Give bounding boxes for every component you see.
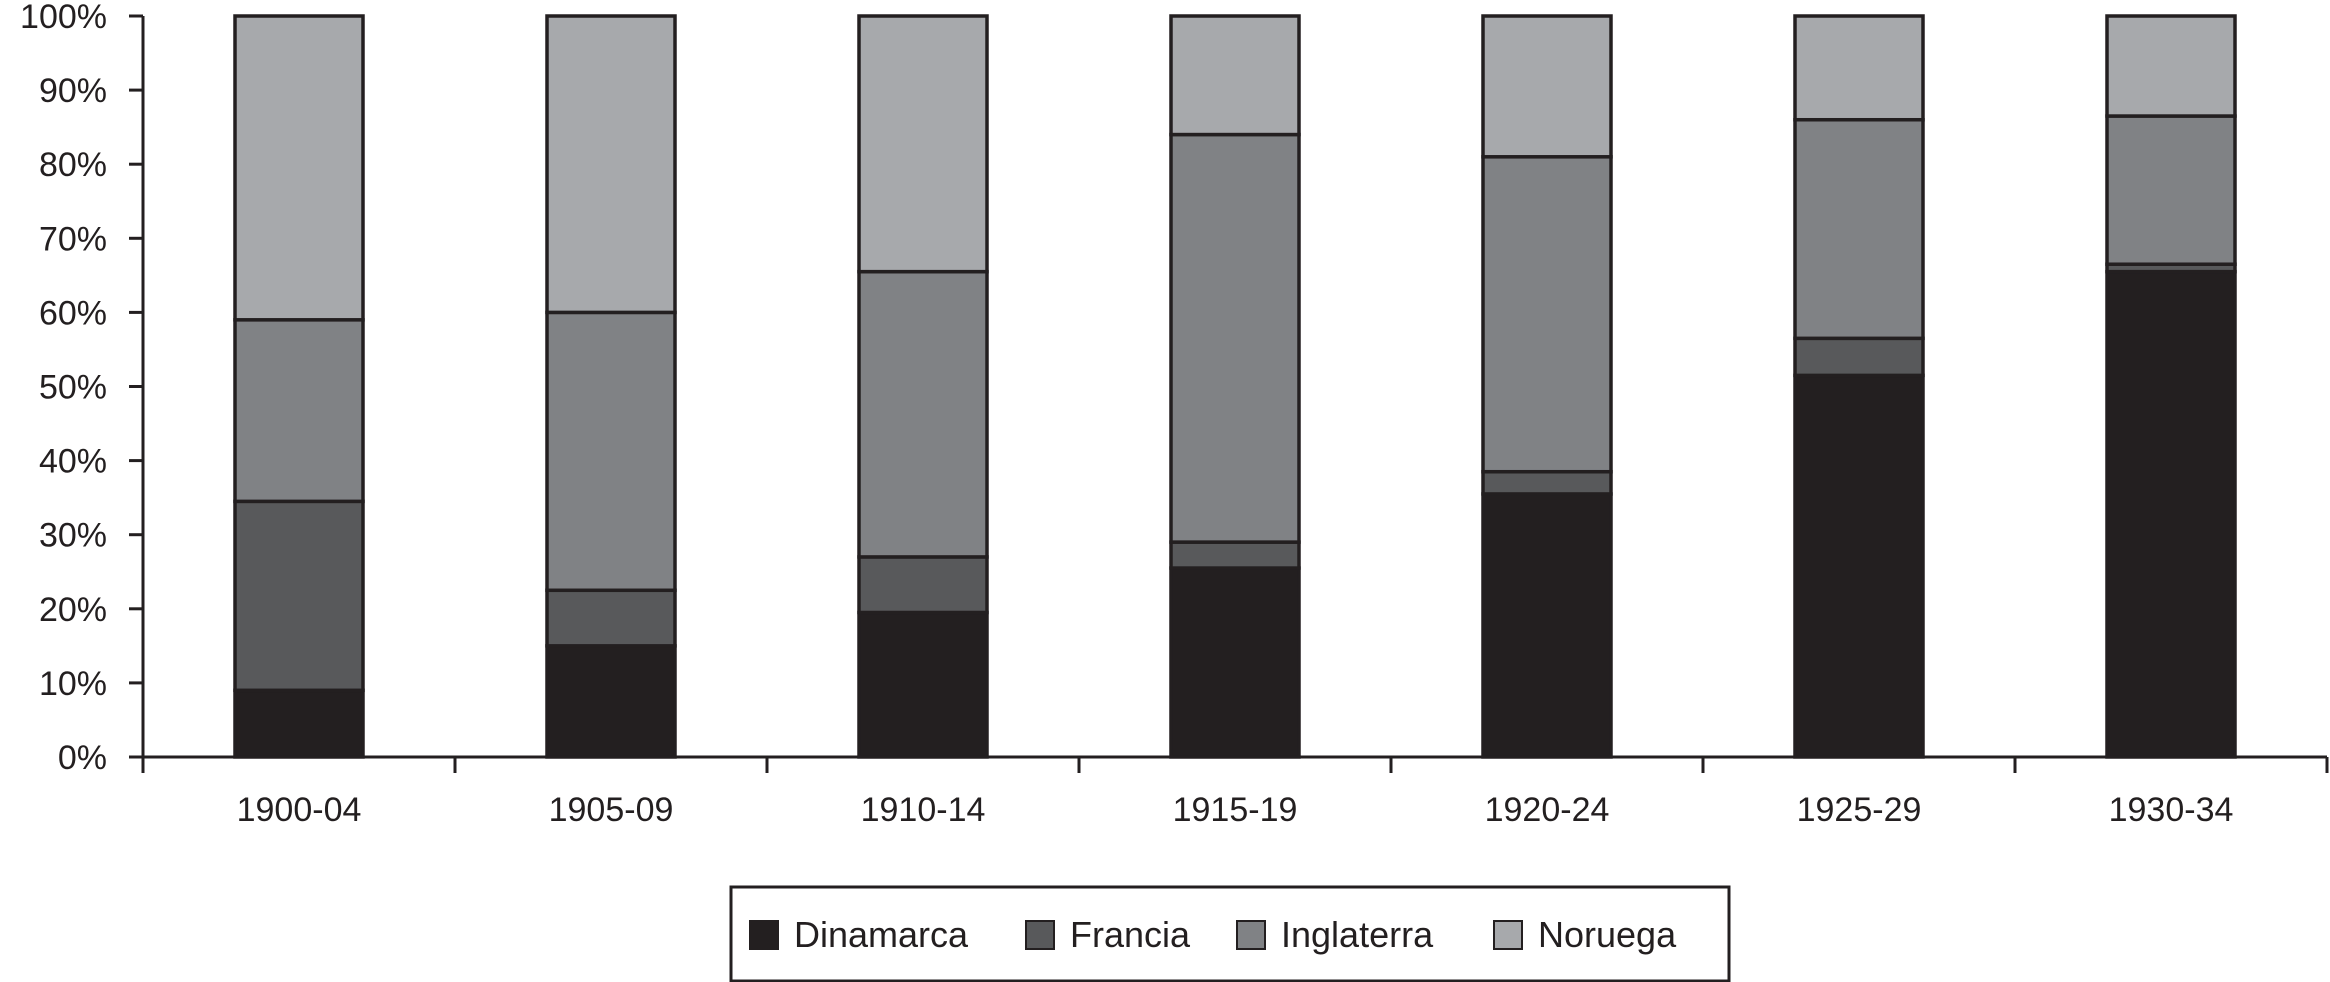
bar-segment-noruega-1925-29 xyxy=(1793,14,1925,122)
x-tick-label: 1925-29 xyxy=(1797,791,1922,829)
bar-segment-noruega-1915-19 xyxy=(1169,14,1301,137)
x-tick-label: 1920-24 xyxy=(1485,791,1610,829)
bar-segment-inglaterra-1915-19 xyxy=(1169,132,1301,544)
y-tick-label: 10% xyxy=(39,665,107,703)
y-tick-label: 90% xyxy=(39,72,107,110)
bar-segment-inglaterra-1930-34 xyxy=(2105,114,2237,266)
bar-segment-dinamarca-1905-09 xyxy=(545,644,677,759)
y-tick-label: 50% xyxy=(39,369,107,407)
bar-segment-dinamarca-1910-14 xyxy=(857,610,989,759)
bar-segment-dinamarca-1930-34 xyxy=(2105,269,2237,759)
bar-segment-francia-1905-09 xyxy=(545,588,677,648)
bar-group-1900-04 xyxy=(233,14,365,759)
legend-swatch-francia xyxy=(1025,920,1055,950)
y-tick-label: 0% xyxy=(58,739,107,777)
bar-segment-noruega-1910-14 xyxy=(857,14,989,274)
bar-segment-francia-1900-04 xyxy=(233,499,365,693)
bar-segment-francia-1925-29 xyxy=(1793,336,1925,378)
x-tick-label: 1905-09 xyxy=(549,791,674,829)
bar-segment-noruega-1905-09 xyxy=(545,14,677,315)
bar-group-1920-24 xyxy=(1481,14,1613,759)
legend-label-dinamarca: Dinamarca xyxy=(794,914,969,955)
bar-group-1910-14 xyxy=(857,14,989,759)
legend-swatch-dinamarca xyxy=(749,920,779,950)
y-tick-label: 70% xyxy=(39,220,107,258)
bar-segment-francia-1920-24 xyxy=(1481,469,1613,496)
x-tick-label: 1900-04 xyxy=(237,791,362,829)
bar-segment-inglaterra-1920-24 xyxy=(1481,155,1613,474)
bar-segment-inglaterra-1925-29 xyxy=(1793,117,1925,341)
bar-segment-noruega-1920-24 xyxy=(1481,14,1613,159)
legend-swatch-inglaterra xyxy=(1236,920,1266,950)
legend-box xyxy=(729,885,1731,982)
bar-group-1915-19 xyxy=(1169,14,1301,759)
y-tick-label: 60% xyxy=(39,294,107,332)
x-tick-label: 1930-34 xyxy=(2109,791,2234,829)
x-tick-label: 1910-14 xyxy=(861,791,986,829)
bar-segment-francia-1910-14 xyxy=(857,555,989,615)
bar-segment-francia-1915-19 xyxy=(1169,540,1301,570)
y-tick-label: 30% xyxy=(39,517,107,555)
bar-group-1930-34 xyxy=(2105,14,2237,759)
bar-group-1925-29 xyxy=(1793,14,1925,759)
bar-group-1905-09 xyxy=(545,14,677,759)
legend-swatch-noruega xyxy=(1493,920,1523,950)
bar-segment-dinamarca-1925-29 xyxy=(1793,373,1925,759)
y-tick-label: 80% xyxy=(39,146,107,184)
bar-segment-noruega-1900-04 xyxy=(233,14,365,322)
bar-segment-dinamarca-1915-19 xyxy=(1169,566,1301,759)
legend-label-noruega: Noruega xyxy=(1538,914,1677,955)
y-tick-label: 40% xyxy=(39,443,107,481)
bar-segment-noruega-1930-34 xyxy=(2105,14,2237,118)
bar-segment-dinamarca-1920-24 xyxy=(1481,492,1613,759)
y-tick-label: 20% xyxy=(39,591,107,629)
legend-label-francia: Francia xyxy=(1070,914,1191,955)
bar-segment-inglaterra-1910-14 xyxy=(857,269,989,559)
y-tick-label: 100% xyxy=(20,0,107,36)
x-tick-label: 1915-19 xyxy=(1173,791,1298,829)
bar-segment-inglaterra-1905-09 xyxy=(545,310,677,593)
bar-segment-dinamarca-1900-04 xyxy=(233,688,365,759)
legend-label-inglaterra: Inglaterra xyxy=(1281,914,1434,955)
bar-segment-inglaterra-1900-04 xyxy=(233,318,365,504)
